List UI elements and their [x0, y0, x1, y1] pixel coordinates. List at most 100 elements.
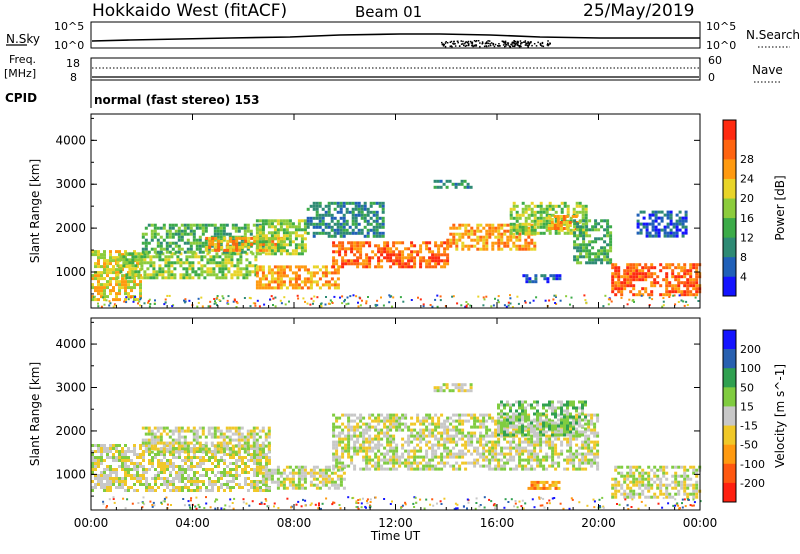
- data-cell: [100, 277, 103, 281]
- data-cell: [413, 422, 417, 426]
- data-cell: [167, 258, 171, 262]
- data-cell: [217, 459, 220, 462]
- data-cell: [539, 425, 543, 429]
- data-cell: [167, 273, 171, 277]
- data-cell: [103, 259, 106, 263]
- data-cell: [127, 471, 130, 474]
- data-cell: [335, 455, 339, 459]
- data-cell: [124, 298, 127, 302]
- data-cell: [461, 235, 465, 239]
- speckle-cell: [274, 296, 277, 299]
- data-cell: [578, 201, 582, 205]
- data-cell: [683, 284, 687, 288]
- data-cell: [527, 461, 531, 465]
- data-cell: [347, 241, 351, 245]
- data-cell: [398, 265, 402, 269]
- data-cell: [539, 225, 543, 229]
- data-cell: [233, 270, 237, 274]
- speckle-cell: [196, 305, 199, 308]
- nsearch-dot: [517, 45, 520, 47]
- speckle-cell: [168, 294, 171, 297]
- nsearch-dot: [504, 45, 506, 48]
- data-cell: [165, 247, 169, 251]
- data-cell: [190, 456, 193, 459]
- data-cell: [585, 255, 589, 259]
- speckle-cell: [628, 298, 631, 301]
- data-cell: [503, 455, 507, 459]
- data-cell: [469, 185, 473, 189]
- data-cell: [548, 443, 552, 447]
- data-cell: [170, 255, 174, 259]
- data-cell: [357, 201, 361, 205]
- data-cell: [395, 247, 399, 251]
- data-cell: [276, 222, 280, 226]
- nsearch-dot: [471, 44, 474, 47]
- data-cell: [253, 239, 257, 243]
- data-cell: [626, 281, 630, 285]
- data-cell: [273, 246, 277, 250]
- data-cell: [581, 210, 585, 214]
- data-cell: [573, 240, 577, 244]
- data-cell: [342, 225, 346, 229]
- speckle-cell: [197, 297, 200, 300]
- data-cell: [168, 229, 172, 233]
- data-cell: [211, 444, 214, 447]
- data-cell: [491, 229, 495, 233]
- data-cell: [485, 464, 489, 468]
- data-cell: [380, 464, 384, 468]
- data-cell: [218, 276, 222, 280]
- data-cell: [527, 449, 531, 453]
- data-cell: [695, 284, 699, 288]
- data-cell: [407, 458, 411, 462]
- data-cell: [297, 268, 301, 272]
- data-cell: [585, 222, 589, 226]
- data-cell: [479, 413, 483, 417]
- data-cell: [279, 474, 283, 478]
- data-cell: [177, 235, 181, 239]
- data-cell: [261, 471, 265, 475]
- data-cell: [170, 273, 174, 277]
- data-cell: [205, 248, 209, 252]
- data-cell: [449, 416, 453, 420]
- data-cell: [591, 261, 595, 265]
- data-cell: [359, 419, 363, 423]
- data-cell: [197, 267, 201, 271]
- data-cell: [303, 277, 307, 281]
- data-cell: [106, 450, 109, 453]
- data-cell: [527, 228, 531, 232]
- data-cell: [383, 241, 387, 245]
- data-cell: [494, 458, 498, 462]
- data-cell: [134, 264, 138, 268]
- data-cell: [600, 219, 604, 223]
- data-cell: [221, 264, 225, 268]
- data-region: [522, 274, 562, 284]
- data-cell: [191, 267, 195, 271]
- data-cell: [603, 258, 607, 262]
- data-cell: [413, 437, 417, 441]
- data-cell: [569, 440, 573, 444]
- data-cell: [297, 477, 301, 481]
- data-cell: [404, 425, 408, 429]
- data-cell: [467, 419, 471, 423]
- data-cell: [133, 277, 136, 281]
- data-cell: [336, 277, 340, 281]
- data-cell: [345, 222, 349, 226]
- data-cell: [339, 483, 343, 487]
- data-cell: [386, 467, 390, 471]
- speckle-cell: [139, 304, 141, 307]
- data-cell: [103, 286, 106, 290]
- speckle-cell: [674, 303, 677, 306]
- data-cell: [383, 455, 387, 459]
- data-cell: [381, 225, 385, 229]
- data-cell: [109, 277, 112, 281]
- data-cell: [386, 247, 390, 251]
- data-cell: [609, 234, 613, 238]
- data-cell: [363, 219, 367, 223]
- data-cell: [512, 204, 516, 208]
- data-cell: [530, 443, 534, 447]
- data-cell: [136, 453, 139, 456]
- data-cell: [306, 471, 310, 475]
- data-cell: [497, 226, 501, 230]
- data-cell: [227, 261, 231, 265]
- data-cell: [470, 443, 474, 447]
